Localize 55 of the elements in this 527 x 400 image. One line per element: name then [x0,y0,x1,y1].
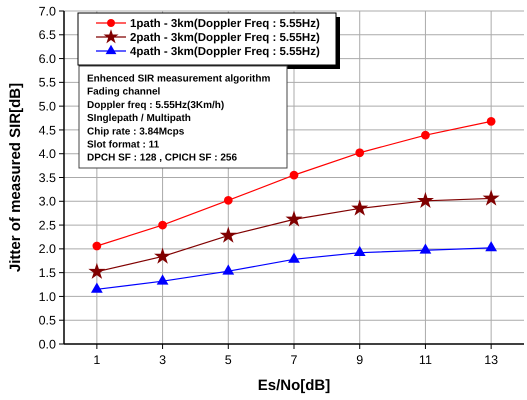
y-tick-label: 5.0 [38,100,56,114]
point [156,274,168,285]
point [486,117,496,126]
legend-label: 1path - 3km(Doppler Freq : 5.55Hz) [130,18,320,30]
point [421,130,430,140]
point [420,243,432,254]
point [92,242,102,250]
x-tick-label: 1 [93,353,100,367]
x-tick-label: 7 [290,353,298,367]
point [158,220,167,230]
y-tick-label: 0.5 [38,314,56,328]
annotation: DPCH SF : 128 , CPICH SF : 256 [87,152,238,164]
y-tick-label: 7.0 [38,4,56,18]
x-axis-title: Es/No[dB] [258,377,330,394]
point [290,170,298,180]
point [288,252,300,263]
x-tick-label: 11 [418,353,432,367]
legend-label: 4path - 3km(Doppler Freq : 5.55Hz) [130,46,320,58]
point [220,226,237,243]
annotation: Chip rate : 3.84Mcps [87,126,185,138]
point [224,196,233,205]
point [482,189,500,206]
point [355,148,364,158]
point [485,241,498,252]
point [90,282,103,293]
point [354,246,366,256]
y-tick-label: 2.5 [38,218,56,232]
point [416,192,434,208]
point [154,248,172,264]
x-tick-label: 5 [224,353,232,367]
point [285,210,303,227]
x-tick-label: 9 [356,353,364,367]
y-tick-label: 6.0 [38,52,56,66]
legend-label: 2path - 3km(Doppler Freq : 5.55Hz) [130,32,320,44]
annotation: Slot format : 11 [87,140,160,150]
annotation: Doppler freq : 5.55Hz(3Km/h) [87,100,224,111]
y-tick-label: 5.5 [38,76,56,90]
annotation: Fading channel [87,86,161,98]
y-axis-title: Jitter of measured SIR[dB] [7,82,24,272]
x-tick-label: 13 [484,353,498,367]
x-tick-label: 3 [159,353,166,367]
point [88,262,106,279]
point [222,264,234,275]
annotation: Enhenced SIR measurement algorithm [87,74,270,84]
y-tick-label: 1.5 [38,266,56,280]
y-tick-label: 3.0 [38,194,56,209]
y-tick-label: 0.0 [38,337,56,352]
y-tick-label: 4.5 [38,123,56,138]
y-tick-label: 1.0 [38,290,56,304]
point [351,199,368,216]
y-tick-label: 4.0 [38,147,56,162]
annotation: SInglepath / Multipath [87,113,191,124]
y-tick-label: 6.5 [38,28,56,42]
y-tick-label: 2.0 [38,242,56,256]
y-tick-label: 3.5 [38,170,56,185]
